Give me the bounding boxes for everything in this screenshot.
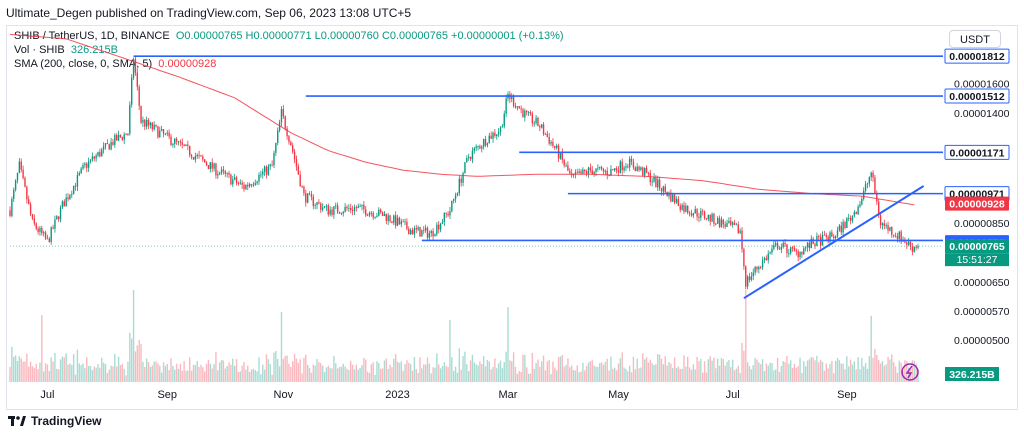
sma-legend-value: 0.00000928 [158, 58, 217, 70]
tradingview-mark-icon [8, 416, 26, 426]
currency-button[interactable]: USDT [949, 30, 1001, 48]
volume-legend-label: Vol · SHIB [14, 44, 65, 56]
sma-legend-row[interactable]: SMA (200, close, 0, SMA, 5) 0.00000928 [14, 58, 216, 71]
published-caption: Ultimate_Degen published on TradingView.… [6, 6, 412, 20]
ohlc-values: O0.00000765 H0.00000771 L0.00000760 C0.0… [175, 30, 564, 42]
symbol-title[interactable]: SHIB / TetherUS, 1D, BINANCE [14, 30, 170, 42]
volume-legend-row[interactable]: Vol · SHIB 326.215B [14, 44, 118, 57]
symbol-legend-row[interactable]: SHIB / TetherUS, 1D, BINANCE O0.00000765… [14, 30, 564, 43]
chart-pane-border [6, 25, 1018, 410]
brand-name: TradingView [31, 414, 102, 428]
tradingview-logo[interactable]: TradingView [8, 414, 101, 428]
volume-legend-value: 326.215B [70, 44, 118, 56]
sma-legend-label: SMA (200, close, 0, SMA, 5) [14, 58, 153, 70]
